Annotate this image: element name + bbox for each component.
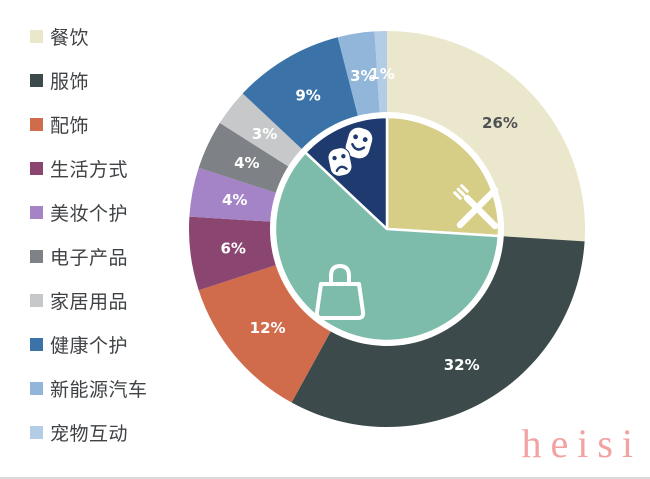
slice-label-4: 4%	[222, 191, 247, 209]
legend-item-7: 健康个护	[30, 334, 148, 357]
legend-item-3: 生活方式	[30, 158, 148, 181]
legend-swatch	[30, 162, 43, 175]
slice-label-5: 4%	[234, 154, 259, 172]
legend-label: 服饰	[50, 71, 90, 93]
theater-masks-icon	[327, 127, 373, 177]
legend-swatch	[30, 426, 43, 439]
legend-swatch	[30, 206, 43, 219]
legend-item-8: 新能源汽车	[30, 378, 148, 401]
legend-label: 宠物互动	[50, 423, 129, 445]
shopping-bag-icon	[314, 263, 366, 320]
slice-label-0: 26%	[482, 114, 518, 132]
slice-label-6: 3%	[252, 125, 277, 143]
watermark: heisi	[521, 421, 642, 466]
legend-swatch	[30, 74, 43, 87]
legend-swatch	[30, 338, 43, 351]
legend-swatch	[30, 382, 43, 395]
slice-label-7: 9%	[295, 87, 320, 105]
legend-item-1: 服饰	[30, 70, 148, 93]
legend-swatch	[30, 250, 43, 263]
legend-label: 健康个护	[50, 335, 129, 357]
legend-label: 电子产品	[50, 247, 129, 269]
legend-swatch	[30, 30, 43, 43]
fork-knife-icon	[453, 184, 499, 230]
legend-label: 生活方式	[50, 159, 129, 181]
legend-label: 餐饮	[50, 27, 90, 49]
slice-label-3: 6%	[220, 239, 245, 257]
legend: 餐饮服饰配饰生活方式美妆个护电子产品家居用品健康个护新能源汽车宠物互动	[30, 26, 148, 445]
legend-label: 新能源汽车	[50, 379, 148, 401]
legend-item-9: 宠物互动	[30, 422, 148, 445]
slice-label-8: 3%	[350, 67, 375, 85]
legend-label: 美妆个护	[50, 203, 129, 225]
slice-label-2: 12%	[250, 319, 286, 337]
legend-label: 家居用品	[50, 291, 129, 313]
legend-item-0: 餐饮	[30, 26, 148, 49]
inner-slice-1	[273, 151, 501, 343]
legend-swatch	[30, 294, 43, 307]
legend-item-2: 配饰	[30, 114, 148, 137]
legend-swatch	[30, 118, 43, 131]
legend-item-6: 家居用品	[30, 290, 148, 313]
slice-label-9: 1%	[369, 65, 394, 83]
legend-label: 配饰	[50, 115, 90, 137]
legend-item-5: 电子产品	[30, 246, 148, 269]
slice-label-1: 32%	[444, 356, 480, 374]
legend-item-4: 美妆个护	[30, 202, 148, 225]
